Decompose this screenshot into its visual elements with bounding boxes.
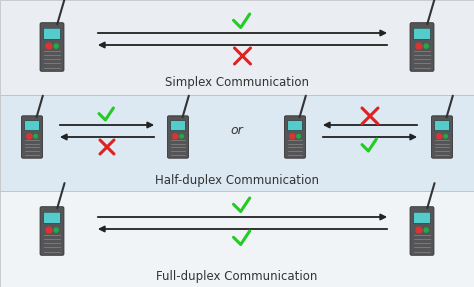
FancyBboxPatch shape [284,116,306,158]
FancyBboxPatch shape [40,23,64,71]
FancyBboxPatch shape [288,121,302,130]
Circle shape [180,134,183,138]
Circle shape [27,134,32,139]
FancyBboxPatch shape [410,23,434,71]
FancyBboxPatch shape [44,212,60,223]
Circle shape [297,134,301,138]
FancyBboxPatch shape [414,28,430,39]
FancyBboxPatch shape [21,116,43,158]
Bar [0,191,474,287]
Circle shape [54,228,58,232]
FancyBboxPatch shape [435,121,449,130]
Circle shape [424,228,428,232]
Circle shape [424,44,428,48]
FancyBboxPatch shape [171,121,185,130]
Circle shape [46,43,52,49]
FancyBboxPatch shape [25,121,39,130]
Circle shape [416,227,422,233]
Circle shape [290,134,295,139]
Circle shape [437,134,442,139]
FancyBboxPatch shape [167,116,189,158]
Circle shape [444,134,447,138]
Circle shape [173,134,178,139]
Circle shape [46,227,52,233]
Circle shape [416,43,422,49]
Circle shape [54,44,58,48]
Text: or: or [231,125,243,137]
Text: Full-duplex Communication: Full-duplex Communication [156,270,318,283]
Bar [0,95,474,191]
Circle shape [34,134,37,138]
Text: Half-duplex Communication: Half-duplex Communication [155,174,319,187]
FancyBboxPatch shape [40,207,64,255]
FancyBboxPatch shape [431,116,453,158]
Text: Simplex Communication: Simplex Communication [165,76,309,89]
FancyBboxPatch shape [414,212,430,223]
FancyBboxPatch shape [44,28,60,39]
Bar [0,0,474,95]
FancyBboxPatch shape [410,207,434,255]
